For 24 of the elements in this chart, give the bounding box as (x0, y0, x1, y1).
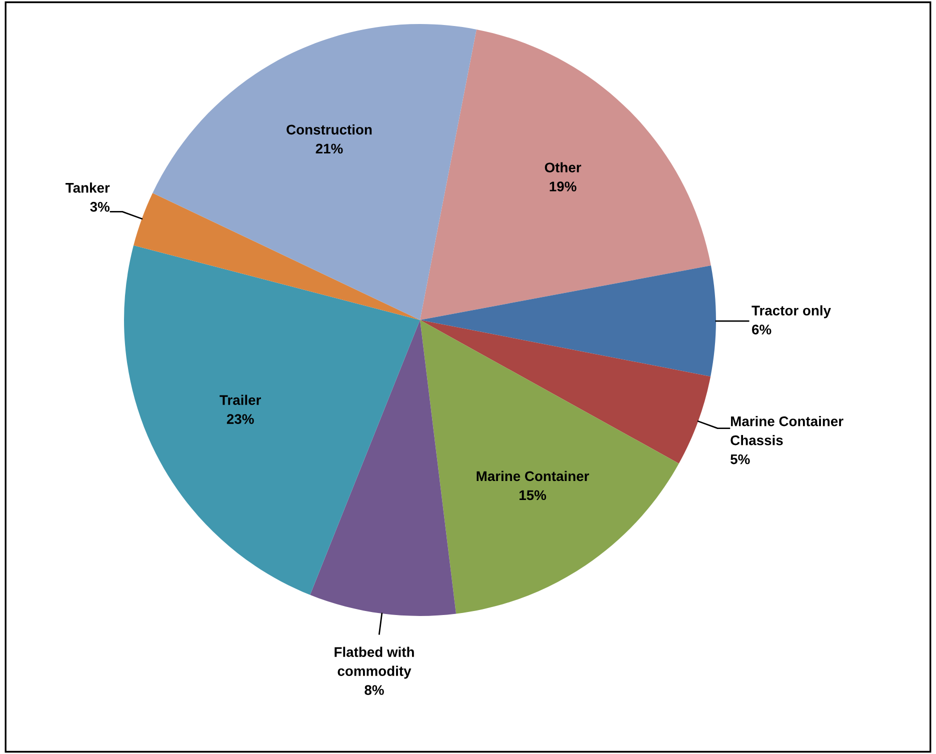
pie-slice (152, 24, 476, 320)
data-label: 15% (520, 490, 546, 500)
slice-label: Other (544, 162, 582, 172)
data-label: 19% (550, 182, 576, 192)
pie-slice (134, 193, 420, 320)
pie-slice (420, 320, 711, 464)
slice-label: Marine Container (476, 470, 590, 482)
slice-label: Tanker (66, 182, 110, 193)
slice-label: Tractor only (752, 305, 831, 318)
data-label: 21% (316, 144, 343, 154)
slice-label: Trailer (220, 394, 261, 405)
data-label: 6% (752, 324, 772, 334)
slice-label: Marine Container Chassis (730, 416, 844, 446)
data-label: 3% (90, 202, 110, 212)
pie-slice (420, 320, 679, 614)
slice-label: Construction (286, 124, 372, 135)
pie-slice (310, 320, 456, 616)
pie-slice (420, 29, 711, 320)
data-label: 8% (364, 685, 384, 695)
data-label: 5% (730, 454, 750, 464)
data-label: 23% (226, 414, 254, 424)
slice-label: Flatbed with commodity (334, 646, 414, 679)
pie-slice (420, 266, 716, 376)
pie-slice (124, 245, 420, 595)
